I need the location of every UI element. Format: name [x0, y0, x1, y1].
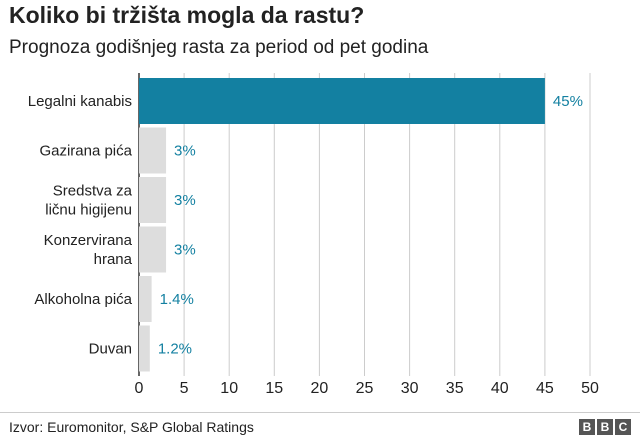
bbc-logo-letter: B — [597, 419, 613, 435]
x-tick-label: 35 — [446, 380, 464, 397]
bbc-logo: B B C — [579, 419, 631, 435]
x-tick-label: 50 — [581, 380, 599, 397]
bar — [139, 177, 167, 223]
x-tick-label: 45 — [536, 380, 554, 397]
data-label: 1.2% — [158, 341, 192, 358]
chart-subtitle: Prognoza godišnjeg rasta za period od pe… — [9, 37, 429, 58]
chart-title: Koliko bi tržišta mogla da rastu? — [9, 2, 365, 28]
bar — [139, 78, 545, 124]
category-label: Gazirana pića — [39, 143, 132, 160]
x-tick-label: 25 — [356, 380, 374, 397]
bar-chart: 0 5 10 15 20 25 30 35 40 45 50 45% Legalni kanabis 3%… — [28, 73, 599, 397]
bar — [139, 325, 150, 372]
category-label: Konzervirana — [44, 232, 133, 249]
category-label: ličnu higijenu — [45, 202, 132, 219]
source-note: Izvor: Euromonitor, S&P Global Ratings — [9, 419, 254, 435]
data-label: 1.4% — [160, 291, 194, 308]
bbc-logo-letter: C — [615, 419, 631, 435]
data-label: 3% — [174, 242, 196, 259]
footer-divider — [0, 412, 640, 413]
bar — [139, 127, 167, 174]
x-tick-label: 10 — [220, 380, 238, 397]
category-label: Legalni kanabis — [28, 93, 132, 110]
x-tick-label: 20 — [311, 380, 329, 397]
x-tick-label: 40 — [491, 380, 509, 397]
bbc-logo-letter: B — [579, 419, 595, 435]
category-label: Duvan — [89, 341, 132, 358]
x-tick-label: 5 — [180, 380, 189, 397]
x-tick-label: 0 — [135, 380, 144, 397]
bar — [139, 276, 152, 322]
category-label: hrana — [94, 251, 133, 268]
category-label: Alkoholna pića — [34, 291, 132, 308]
x-tick-label: 30 — [401, 380, 419, 397]
category-label: Sredstva za — [53, 183, 133, 200]
data-label: 3% — [174, 143, 196, 160]
data-label: 45% — [553, 93, 583, 110]
data-label: 3% — [174, 192, 196, 209]
x-tick-label: 15 — [265, 380, 283, 397]
bar — [139, 226, 167, 273]
